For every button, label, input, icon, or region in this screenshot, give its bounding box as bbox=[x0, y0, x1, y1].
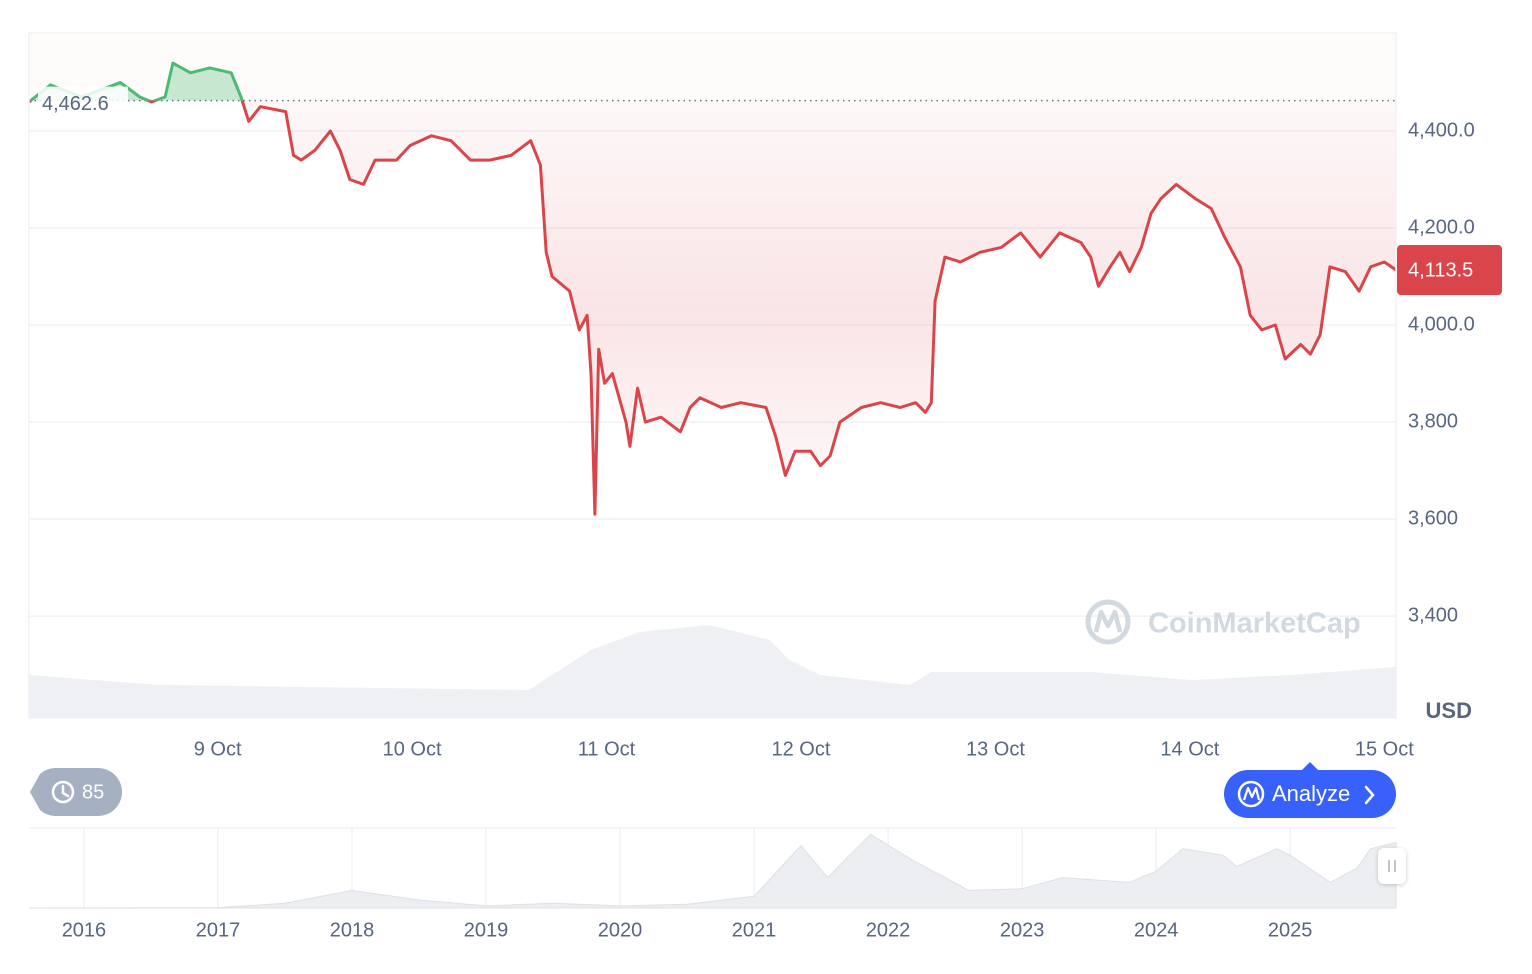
x-tick-label: 2017 bbox=[196, 919, 241, 941]
baseline-label-bg bbox=[38, 86, 128, 115]
watermark: CoinMarketCap bbox=[1085, 599, 1361, 645]
x-tick-label: 2022 bbox=[866, 919, 911, 941]
x-tick-label: 15 Oct bbox=[1355, 738, 1414, 760]
last-price-label: 4,113.5 bbox=[1408, 259, 1473, 281]
history-badge[interactable]: 85 bbox=[30, 768, 122, 816]
y-tick-label: 4,200.0 bbox=[1408, 216, 1475, 238]
y-tick-label: 3,800 bbox=[1408, 410, 1458, 432]
navigator-handle[interactable] bbox=[1378, 848, 1406, 884]
analyze-text: Analyze bbox=[1272, 781, 1350, 806]
y-tick-label: 3,600 bbox=[1408, 507, 1458, 529]
x-tick-label: 2025 bbox=[1268, 919, 1313, 941]
x-tick-label: 2016 bbox=[62, 919, 107, 941]
x-tick-label: 12 Oct bbox=[772, 738, 831, 760]
navigator-area bbox=[28, 833, 1397, 909]
x-tick-label: 10 Oct bbox=[383, 738, 442, 760]
x-tick-label: 14 Oct bbox=[1160, 738, 1219, 760]
navigator: 2016 2017 2018 2019 2020 2021 2022 2023 2024 2025 bbox=[28, 827, 1406, 941]
x-tick-label: 9 Oct bbox=[194, 738, 242, 760]
x-tick-label: 2024 bbox=[1134, 919, 1179, 941]
analyze-button[interactable]: Analyze bbox=[1224, 762, 1396, 818]
last-price-tag bbox=[1397, 244, 1502, 295]
history-count: 85 bbox=[82, 781, 104, 803]
area-below bbox=[29, 100, 1396, 515]
y-tick-label: 4,000.0 bbox=[1408, 313, 1475, 335]
price-line-down bbox=[29, 100, 1396, 516]
watermark-text: CoinMarketCap bbox=[1148, 608, 1361, 640]
x-tick-label: 2019 bbox=[464, 919, 509, 941]
handle-body bbox=[1378, 848, 1406, 884]
x-tick-label: 2023 bbox=[1000, 919, 1045, 941]
x-tick-label: 2018 bbox=[330, 919, 375, 941]
plot-frame bbox=[28, 32, 1397, 719]
x-tick-label: 2021 bbox=[732, 919, 777, 941]
x-tick-label: 2020 bbox=[598, 919, 643, 941]
volume-area bbox=[29, 625, 1396, 718]
baseline-label: 4,462.6 bbox=[42, 93, 109, 115]
y-tick-label: 4,400.0 bbox=[1408, 119, 1475, 141]
x-tick-label: 13 Oct bbox=[966, 738, 1025, 760]
currency-label: USD bbox=[1426, 698, 1472, 723]
y-tick-label: 3,400 bbox=[1408, 604, 1458, 626]
main-chart: 4,400.0 4,200.0 4,000.0 3,800 3,600 3,400 9 Oc… bbox=[29, 61, 1502, 760]
x-tick-label: 11 Oct bbox=[578, 738, 636, 760]
